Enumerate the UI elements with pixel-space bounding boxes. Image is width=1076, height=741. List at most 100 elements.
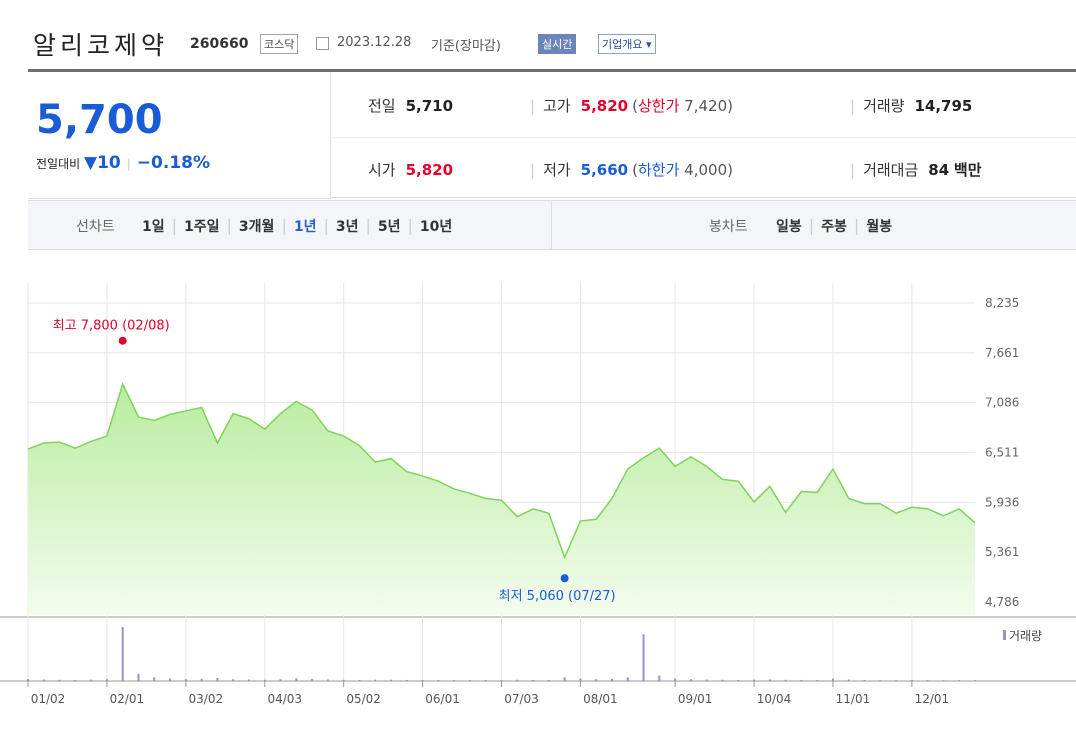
volume-bar bbox=[863, 679, 866, 681]
y-tick-label: 5,361 bbox=[985, 545, 1019, 559]
volume-bar bbox=[753, 679, 756, 681]
volume-bar bbox=[784, 679, 787, 681]
volume-bar bbox=[484, 680, 487, 681]
basis: 기준(장마감) bbox=[431, 39, 501, 54]
item-unit: 백만 bbox=[953, 161, 982, 179]
item-label: 시가 bbox=[368, 161, 396, 179]
volume-bar bbox=[216, 678, 219, 681]
low-marker bbox=[560, 574, 569, 583]
volume-bar bbox=[642, 634, 645, 681]
volume-bar bbox=[453, 680, 456, 681]
tab[interactable]: 일봉 bbox=[776, 219, 802, 235]
x-tick-label: 01/02 bbox=[31, 692, 66, 706]
volume-bar bbox=[279, 679, 282, 681]
y-tick-label: 4,786 bbox=[985, 595, 1019, 609]
market-badge: 코스닥 bbox=[260, 34, 299, 54]
x-tick-label: 11/01 bbox=[836, 692, 871, 706]
x-tick-label: 03/02 bbox=[189, 692, 224, 706]
volume-bar bbox=[184, 679, 187, 681]
volume-bar bbox=[516, 679, 519, 681]
panel-bottom bbox=[330, 197, 1076, 198]
tab[interactable]: 3년 bbox=[335, 219, 359, 235]
y-tick-label: 7,661 bbox=[985, 346, 1019, 360]
item-value: 5,820 bbox=[405, 161, 454, 179]
extra-label: 하한가 bbox=[637, 161, 680, 179]
change-value: 10 bbox=[97, 153, 121, 173]
item-sep: | bbox=[530, 161, 536, 179]
item-label: 거래량 bbox=[863, 97, 905, 115]
volume-bar bbox=[200, 678, 203, 681]
summary-item: | 거래대금 84 백만 bbox=[850, 159, 982, 180]
tab[interactable]: 1년 bbox=[293, 219, 317, 235]
realtime-button[interactable]: 실시간 bbox=[538, 34, 577, 54]
volume-bar bbox=[626, 677, 629, 681]
x-tick-label: 05/02 bbox=[346, 692, 381, 706]
volume-bar bbox=[910, 680, 913, 681]
item-label: 고가 bbox=[543, 97, 571, 115]
extra-value: 4,000 bbox=[684, 161, 728, 179]
volume-bar bbox=[831, 678, 834, 681]
item-label: 거래대금 bbox=[863, 161, 919, 179]
volume-bar bbox=[374, 679, 377, 681]
tab-divider bbox=[551, 201, 552, 249]
date: 2023.12.28 bbox=[337, 35, 412, 50]
volume-bar bbox=[610, 678, 613, 681]
volume-bar bbox=[121, 627, 124, 681]
volume-bar bbox=[247, 679, 250, 681]
volume-bar bbox=[27, 679, 29, 681]
candle-tabs: 일봉 | 주봉 | 월봉 bbox=[776, 216, 892, 236]
tab[interactable]: 월봉 bbox=[866, 219, 893, 235]
legend-swatch bbox=[1003, 630, 1006, 640]
volume-bar bbox=[974, 680, 976, 681]
item-label: 저가 bbox=[543, 161, 571, 179]
volume-bar bbox=[295, 678, 298, 681]
line-tabs: 1일 | 1주일 | 3개월 | 1년 | 3년 | 5년 | 10년 bbox=[142, 216, 452, 236]
tab[interactable]: 1일 bbox=[142, 219, 165, 235]
tab-sep: | bbox=[323, 216, 329, 235]
tab-sep: | bbox=[365, 216, 371, 235]
tab[interactable]: 10년 bbox=[419, 219, 453, 235]
tab[interactable]: 3개월 bbox=[238, 219, 275, 235]
x-tick-label: 02/01 bbox=[110, 692, 145, 706]
item-value: 5,660 bbox=[580, 161, 629, 179]
tab[interactable]: 1주일 bbox=[184, 219, 220, 235]
high-label: 최고 7,800 (02/08) bbox=[53, 319, 170, 334]
summary-item: | 저가 5,660 (하한가 4,000) bbox=[530, 159, 733, 180]
volume-bar bbox=[74, 679, 77, 681]
change-rate: −0.18% bbox=[136, 153, 211, 173]
volume-bar bbox=[800, 679, 803, 681]
volume-bar bbox=[342, 679, 345, 681]
area-fill bbox=[28, 384, 975, 615]
volume-bar bbox=[58, 679, 61, 681]
volume-bar bbox=[674, 678, 677, 681]
price: 5,700 bbox=[36, 97, 163, 143]
volume-bar bbox=[721, 679, 724, 681]
x-tick-label: 08/01 bbox=[583, 692, 618, 706]
volume-bar bbox=[500, 680, 503, 681]
tab[interactable]: 5년 bbox=[377, 219, 401, 235]
x-tick-label: 09/01 bbox=[678, 692, 713, 706]
price-line bbox=[27, 381, 976, 560]
volume-bar bbox=[926, 680, 929, 681]
row-divider bbox=[330, 137, 1076, 138]
stock-name: 알리코제약 bbox=[33, 31, 169, 60]
summary-item: 시가 5,820 bbox=[368, 159, 453, 180]
summary-item: | 거래량 14,795 bbox=[850, 95, 972, 116]
change-label: 전일대비 bbox=[36, 157, 81, 171]
x-tick-label: 12/01 bbox=[915, 692, 950, 706]
stock-code: 260660 bbox=[190, 36, 249, 52]
company-button[interactable]: 기업개요 ▾ bbox=[598, 34, 656, 54]
tab[interactable]: 주봉 bbox=[821, 219, 847, 235]
x-tick-label: 04/03 bbox=[267, 692, 302, 706]
item-value: 84 bbox=[928, 161, 950, 179]
low-label: 최저 5,060 (07/27) bbox=[499, 589, 616, 604]
volume-bar bbox=[137, 673, 140, 681]
extra-label: 상한가 bbox=[637, 97, 680, 115]
tab-sep: | bbox=[281, 216, 287, 235]
summary-item: | 고가 5,820 (상한가 7,420) bbox=[530, 95, 733, 116]
x-tick-label: 10/04 bbox=[757, 692, 792, 706]
price-panel bbox=[28, 72, 331, 199]
volume-bar bbox=[232, 679, 235, 681]
tab-bar bbox=[28, 200, 1076, 250]
